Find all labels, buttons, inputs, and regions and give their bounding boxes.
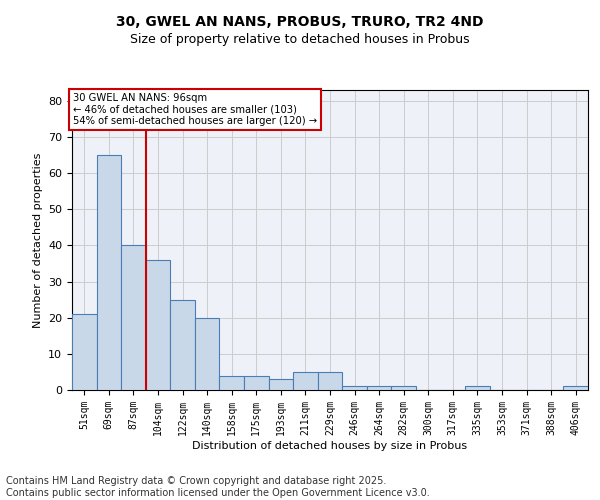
Text: 30, GWEL AN NANS, PROBUS, TRURO, TR2 4ND: 30, GWEL AN NANS, PROBUS, TRURO, TR2 4ND <box>116 15 484 29</box>
Text: 30 GWEL AN NANS: 96sqm
← 46% of detached houses are smaller (103)
54% of semi-de: 30 GWEL AN NANS: 96sqm ← 46% of detached… <box>73 93 317 126</box>
Bar <box>293 372 318 390</box>
Bar <box>342 386 367 390</box>
X-axis label: Distribution of detached houses by size in Probus: Distribution of detached houses by size … <box>193 440 467 450</box>
Text: Contains HM Land Registry data © Crown copyright and database right 2025.
Contai: Contains HM Land Registry data © Crown c… <box>6 476 430 498</box>
Bar <box>170 300 195 390</box>
Bar <box>72 314 97 390</box>
Bar <box>465 386 490 390</box>
Bar <box>318 372 342 390</box>
Y-axis label: Number of detached properties: Number of detached properties <box>32 152 43 328</box>
Bar <box>269 379 293 390</box>
Bar <box>195 318 220 390</box>
Bar <box>244 376 269 390</box>
Bar <box>220 376 244 390</box>
Bar <box>367 386 391 390</box>
Bar <box>97 155 121 390</box>
Bar <box>121 246 146 390</box>
Bar <box>563 386 588 390</box>
Text: Size of property relative to detached houses in Probus: Size of property relative to detached ho… <box>130 32 470 46</box>
Bar <box>391 386 416 390</box>
Bar <box>146 260 170 390</box>
